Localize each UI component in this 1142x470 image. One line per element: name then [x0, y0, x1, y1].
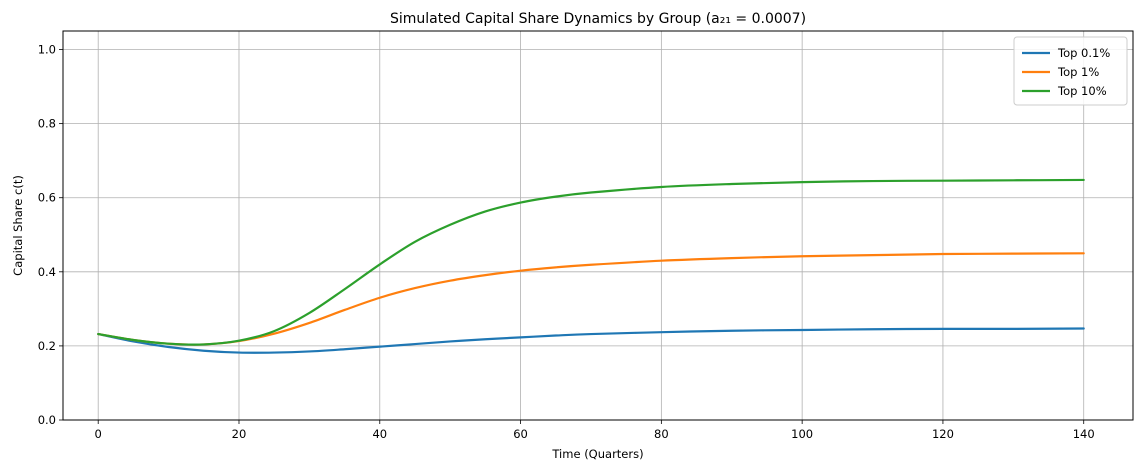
legend: Top 0.1% Top 1% Top 10%: [1013, 36, 1128, 106]
x-tick-label: 0: [95, 427, 102, 441]
legend-label: Top 10%: [1057, 84, 1107, 98]
series-line-2: [97, 252, 1085, 346]
x-tick-label: 40: [372, 427, 387, 441]
y-tick-label: 1.0: [38, 43, 56, 57]
x-tick-label: 20: [232, 427, 247, 441]
y-tick-label: 0.6: [38, 191, 56, 205]
y-tick-label: 0.2: [38, 339, 56, 353]
series-line-3: [97, 178, 1085, 346]
x-tick-label: 80: [654, 427, 669, 441]
series-lines: [97, 178, 1085, 354]
plot-frame: [62, 30, 1134, 421]
legend-label: Top 0.1%: [1057, 46, 1110, 60]
x-tick-label: 120: [932, 427, 954, 441]
y-tick-label: 0.4: [38, 265, 56, 279]
y-tick-label: 0.8: [38, 117, 56, 131]
y-axis-label: Capital Share c(t): [11, 175, 25, 276]
grid: [63, 31, 1133, 421]
chart-title: Simulated Capital Share Dynamics by Grou…: [390, 11, 806, 27]
x-axis-label: Time (Quarters): [551, 447, 643, 461]
x-tick-label: 60: [513, 427, 528, 441]
x-tick-label: 140: [1073, 427, 1095, 441]
legend-label: Top 1%: [1057, 65, 1099, 79]
x-tick-label: 100: [791, 427, 813, 441]
series-line-1: [97, 327, 1085, 354]
y-tick-label: 0.0: [38, 413, 56, 427]
axis-ticks: 0 20 40 60 80 100 120 140 0.0 0.2 0.4 0.6 0.8 1.0: [38, 43, 1095, 441]
